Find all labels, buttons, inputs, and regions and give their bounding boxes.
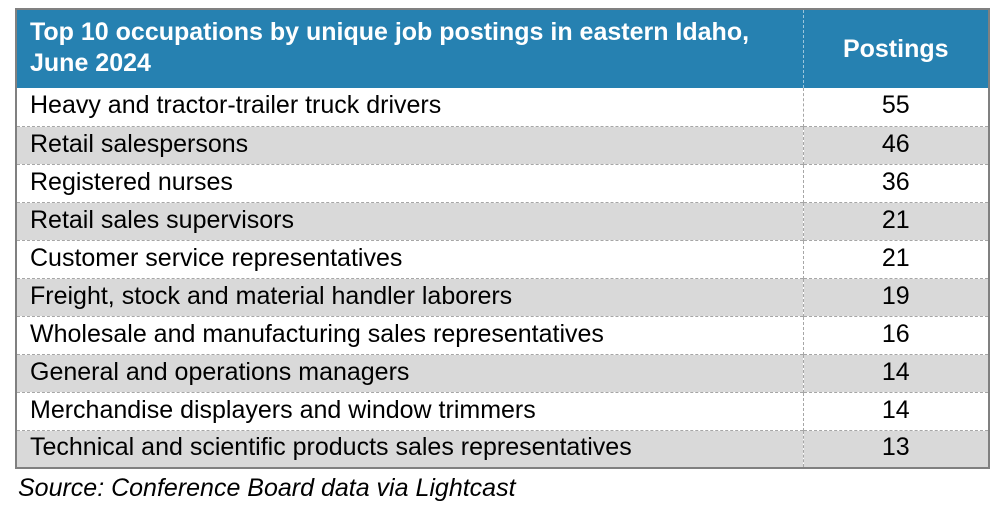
postings-value-cell: 21 — [802, 201, 989, 240]
table-row: Heavy and tractor-trailer truck drivers 5… — [16, 88, 989, 126]
occupation-cell: Merchandise displayers and window trimme… — [16, 391, 803, 430]
occupation-cell: Wholesale and manufacturing sales repres… — [16, 315, 803, 354]
occupation-cell: Freight, stock and material handler labo… — [16, 277, 803, 316]
occupation-cell: Customer service representatives — [16, 239, 803, 278]
postings-value-cell: 21 — [802, 239, 989, 278]
postings-value-cell: 16 — [802, 315, 989, 354]
postings-value-cell: 46 — [802, 125, 989, 164]
table-title: Top 10 occupations by unique job posting… — [16, 9, 803, 88]
table-row: Registered nurses 36 — [16, 163, 989, 202]
table-header: Top 10 occupations by unique job posting… — [16, 9, 989, 88]
table-row: Wholesale and manufacturing sales repres… — [16, 315, 989, 354]
postings-value-cell: 55 — [802, 88, 989, 126]
occupation-cell: General and operations managers — [16, 353, 803, 392]
postings-table: Top 10 occupations by unique job posting… — [15, 8, 990, 469]
postings-value-cell: 36 — [802, 163, 989, 202]
header-row: Top 10 occupations by unique job posting… — [16, 9, 989, 88]
table-row: Technical and scientific products sales … — [16, 429, 989, 468]
table-row: Retail sales supervisors 21 — [16, 201, 989, 240]
table-row: Freight, stock and material handler labo… — [16, 277, 989, 316]
table-row: Merchandise displayers and window trimme… — [16, 391, 989, 430]
postings-value-cell: 14 — [802, 391, 989, 430]
table-body: Heavy and tractor-trailer truck drivers 5… — [16, 88, 989, 468]
occupation-cell: Retail salespersons — [16, 125, 803, 164]
postings-value-cell: 13 — [802, 429, 989, 468]
postings-column-header: Postings — [802, 9, 989, 88]
occupation-cell: Technical and scientific products sales … — [16, 429, 803, 468]
table-row: Retail salespersons 46 — [16, 125, 989, 164]
postings-value-cell: 14 — [802, 353, 989, 392]
occupation-cell: Registered nurses — [16, 163, 803, 202]
table-row: General and operations managers 14 — [16, 353, 989, 392]
occupation-cell: Retail sales supervisors — [16, 201, 803, 240]
source-note: Source: Conference Board data via Lightc… — [18, 474, 516, 502]
occupation-cell: Heavy and tractor-trailer truck drivers — [16, 88, 803, 126]
table-row: Customer service representatives 21 — [16, 239, 989, 278]
postings-value-cell: 19 — [802, 277, 989, 316]
